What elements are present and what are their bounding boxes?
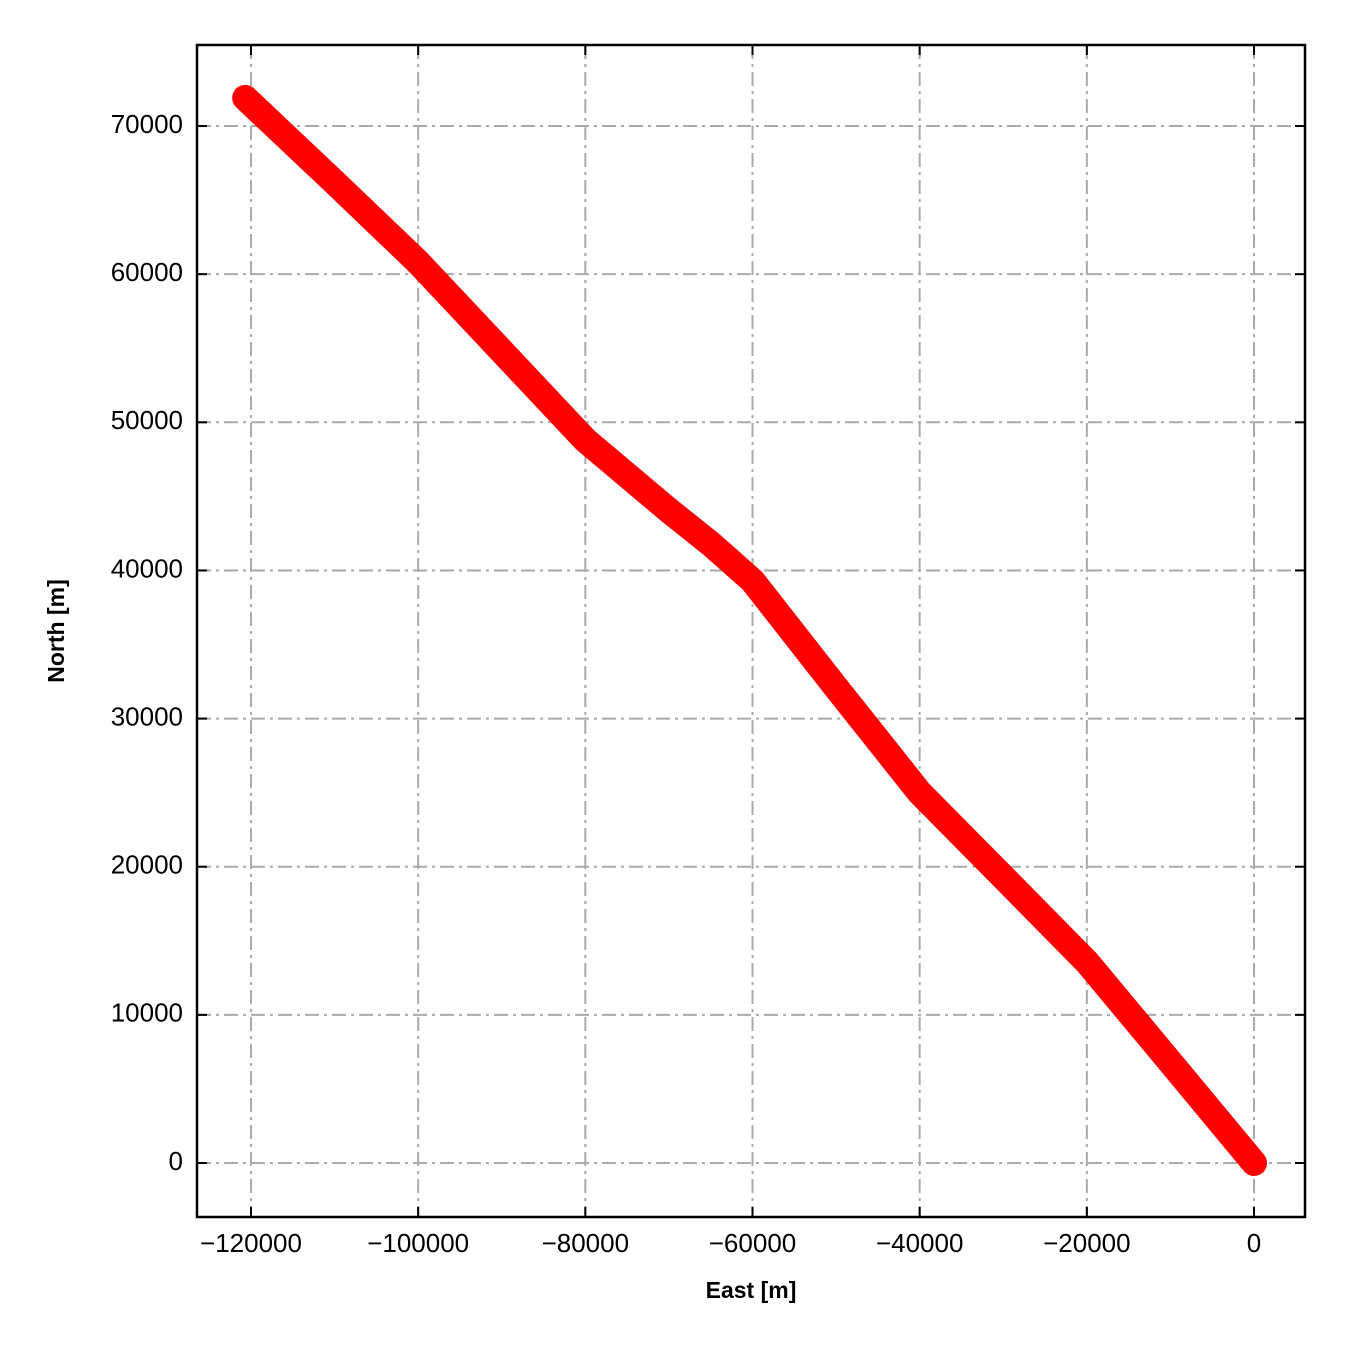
y-axis-label: North [m] [43, 579, 69, 682]
x-tick-label: 0 [1247, 1228, 1261, 1258]
trajectory-line [232, 84, 1268, 1176]
y-tick-label: 70000 [111, 109, 183, 139]
y-tick-label: 40000 [111, 553, 183, 583]
y-tick-label: 20000 [111, 850, 183, 880]
x-tick-label: −80000 [542, 1228, 629, 1258]
x-axis-label: East [m] [706, 1277, 797, 1303]
x-tick-label: −60000 [709, 1228, 796, 1258]
plot-frame [195, 43, 1307, 1219]
x-tick-label: −40000 [876, 1228, 963, 1258]
y-tick-label: 0 [169, 1146, 183, 1176]
x-tick-label: −20000 [1043, 1228, 1130, 1258]
x-tick-label: −120000 [200, 1228, 302, 1258]
y-tick-label: 10000 [111, 998, 183, 1028]
y-tick-label: 50000 [111, 405, 183, 435]
y-tick-label: 60000 [111, 257, 183, 287]
x-tick-label: −100000 [367, 1228, 469, 1258]
y-tick-label: 30000 [111, 701, 183, 731]
